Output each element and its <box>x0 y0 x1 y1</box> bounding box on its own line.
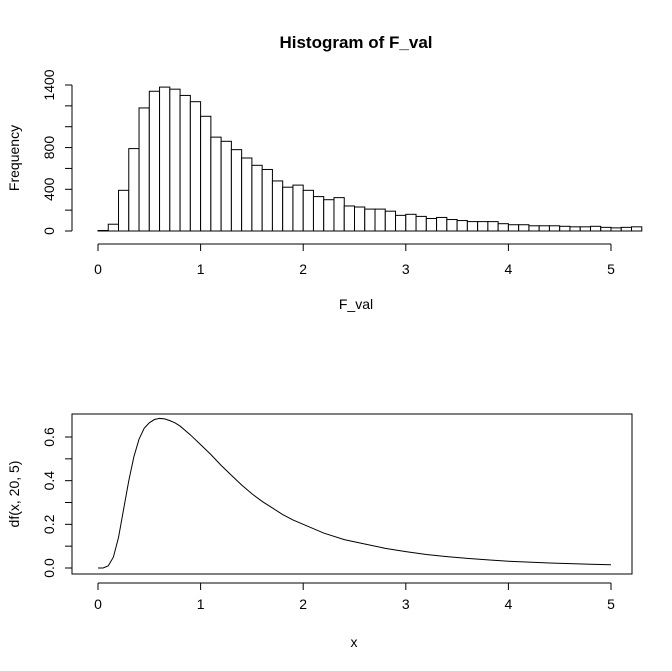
histogram-bar <box>200 115 212 232</box>
density-y-tick-label: 0.6 <box>41 427 57 447</box>
density-panel: x df(x, 20, 5) 0 1 2 3 4 5 0.0 0.2 0.4 0.6 <box>6 413 633 650</box>
histogram-bar <box>138 107 150 232</box>
histogram-y-axis: 0 400 800 1400 <box>41 69 73 235</box>
histogram-bar <box>446 219 458 232</box>
density-y-label: df(x, 20, 5) <box>6 461 22 528</box>
histogram-bar <box>107 223 120 232</box>
histogram-y-tick-label: 1400 <box>41 69 57 100</box>
histogram-panel: Histogram of F_val F_val Frequency 0 1 2 3 4… <box>6 33 643 312</box>
histogram-bar <box>292 184 304 232</box>
histogram-bar <box>395 214 407 232</box>
histogram-bar <box>518 224 530 232</box>
histogram-bar <box>333 197 345 232</box>
histogram-bar <box>343 205 355 232</box>
histogram-x-tick-label: 3 <box>402 261 410 277</box>
density-y-axis: 0.0 0.2 0.4 0.6 <box>41 427 73 578</box>
histogram-x-label: F_val <box>339 296 373 312</box>
histogram-bar <box>189 101 202 232</box>
histogram-bar <box>97 229 109 232</box>
histogram-bar <box>179 94 191 232</box>
histogram-bar <box>538 225 550 232</box>
histogram-y-tick-label: 0 <box>41 227 57 235</box>
histogram-bar <box>620 226 633 232</box>
density-x-tick-label: 0 <box>94 596 102 612</box>
histogram-bar <box>425 217 438 232</box>
density-y-tick-label: 0.4 <box>41 471 57 491</box>
density-x-axis: 0 1 2 3 4 5 <box>94 582 615 612</box>
histogram-bar <box>230 149 243 232</box>
histogram-bar <box>282 186 294 232</box>
histogram-bar <box>477 221 489 232</box>
histogram-y-tick-label: 400 <box>41 177 57 201</box>
histogram-x-axis: 0 1 2 3 4 5 <box>94 243 615 277</box>
histogram-x-tick-label: 2 <box>299 261 307 277</box>
histogram-title: Histogram of F_val <box>279 33 432 52</box>
density-x-tick-label: 3 <box>402 596 410 612</box>
histogram-bar <box>415 215 427 232</box>
histogram-bar <box>548 225 561 232</box>
density-y-tick-label: 0.0 <box>41 558 57 578</box>
density-y-tick-label: 0.2 <box>41 514 57 534</box>
histogram-bar <box>210 136 222 232</box>
histogram-bar <box>384 210 397 232</box>
density-x-tick-label: 2 <box>299 596 307 612</box>
histogram-x-tick-label: 0 <box>94 261 102 277</box>
density-curve <box>98 417 612 569</box>
density-x-label: x <box>351 634 358 650</box>
histogram-bar <box>589 225 602 232</box>
histogram-bar <box>456 220 468 232</box>
density-plot-box <box>71 413 633 575</box>
histogram-y-label: Frequency <box>6 125 22 191</box>
histogram-bar <box>118 189 130 232</box>
histogram-bar <box>559 225 571 232</box>
histogram-bar <box>241 157 253 232</box>
histogram-bar <box>364 208 376 232</box>
histogram-bar <box>169 88 181 232</box>
histogram-bar <box>466 221 479 232</box>
histogram-bar <box>528 225 540 232</box>
histogram-x-tick-label: 1 <box>197 261 205 277</box>
histogram-bar <box>312 196 325 232</box>
histogram-bar <box>436 216 448 232</box>
histogram-bar <box>354 206 366 232</box>
histogram-bar <box>507 224 520 232</box>
histogram-x-tick-label: 5 <box>607 261 615 277</box>
histogram-bar <box>600 226 612 232</box>
histogram-bar <box>128 148 140 232</box>
histogram-bar <box>323 199 335 232</box>
histogram-bar <box>220 140 232 232</box>
histogram-bar <box>579 226 591 232</box>
histogram-bar <box>261 168 273 232</box>
histogram-bars <box>97 86 643 232</box>
density-x-tick-label: 4 <box>505 596 513 612</box>
histogram-bar <box>271 180 284 232</box>
histogram-bar <box>487 221 499 232</box>
histogram-bar <box>631 226 643 232</box>
histogram-bar <box>569 226 581 232</box>
density-x-tick-label: 1 <box>197 596 205 612</box>
histogram-y-tick-label: 800 <box>41 136 57 160</box>
histogram-bar <box>610 227 622 232</box>
histogram-bar <box>159 86 171 232</box>
histogram-bar <box>302 189 314 232</box>
histogram-bar <box>374 208 386 232</box>
histogram-bar <box>251 164 263 232</box>
histogram-bar <box>405 213 417 232</box>
density-x-tick-label: 5 <box>607 596 615 612</box>
histogram-bar <box>497 223 509 232</box>
histogram-bar <box>148 90 161 232</box>
histogram-x-tick-label: 4 <box>505 261 513 277</box>
